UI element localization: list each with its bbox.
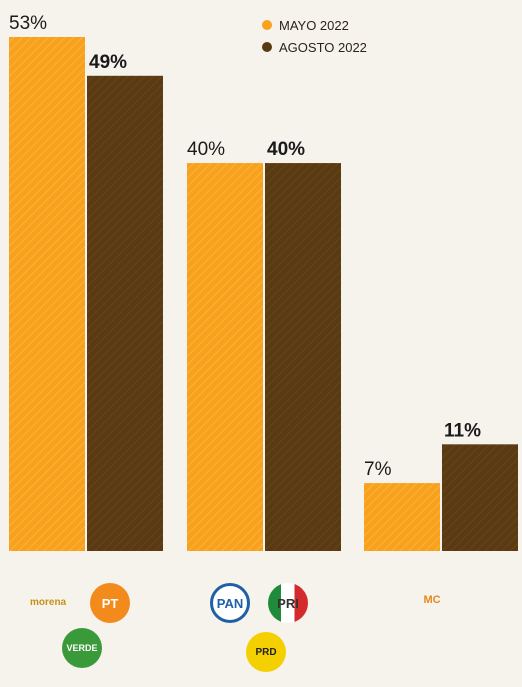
bar-value-label-agosto-2: 11% <box>444 420 481 441</box>
pri-logo-label: PRI <box>277 595 299 611</box>
legend-label-mayo: MAYO 2022 <box>279 17 349 33</box>
pan-logo-label: PAN <box>216 595 244 611</box>
pt-logo: PT <box>90 583 130 623</box>
bar-mayo-2 <box>364 483 440 551</box>
bar-agosto-2 <box>442 444 518 551</box>
bar-agosto-1 <box>265 163 341 551</box>
legend-swatch-mayo <box>262 20 272 30</box>
morena-logo: morena <box>30 597 67 608</box>
bar-value-label-mayo-1: 40% <box>187 139 225 160</box>
legend-label-agosto: AGOSTO 2022 <box>279 39 367 55</box>
chart-legend: MAYO 2022 AGOSTO 2022 <box>262 14 367 58</box>
legend-item-mayo: MAYO 2022 <box>262 14 367 36</box>
bar-agosto-0 <box>87 75 163 551</box>
party-logos: morena PT VERDE PAN PRI PRD MC <box>0 570 522 680</box>
pri-logo: PRI <box>268 583 308 623</box>
legend-item-agosto: AGOSTO 2022 <box>262 36 367 58</box>
bar-value-label-mayo-2: 7% <box>364 459 392 480</box>
bar-mayo-1 <box>187 163 263 551</box>
mc-logo: MC <box>417 585 447 615</box>
prd-logo-label: PRD <box>255 646 277 658</box>
legend-swatch-agosto <box>262 42 272 52</box>
prd-logo: PRD <box>246 632 286 672</box>
bar-value-label-mayo-0: 53% <box>9 13 47 34</box>
verde-logo-label: VERDE <box>66 643 98 653</box>
bar-value-label-agosto-0: 49% <box>89 52 127 73</box>
bar-value-label-agosto-1: 40% <box>267 139 305 160</box>
verde-logo: VERDE <box>62 628 102 668</box>
pt-logo-label: PT <box>101 595 119 611</box>
bar-mayo-0 <box>9 37 85 551</box>
mc-logo-label: MC <box>423 594 441 606</box>
pan-logo: PAN <box>210 583 250 623</box>
